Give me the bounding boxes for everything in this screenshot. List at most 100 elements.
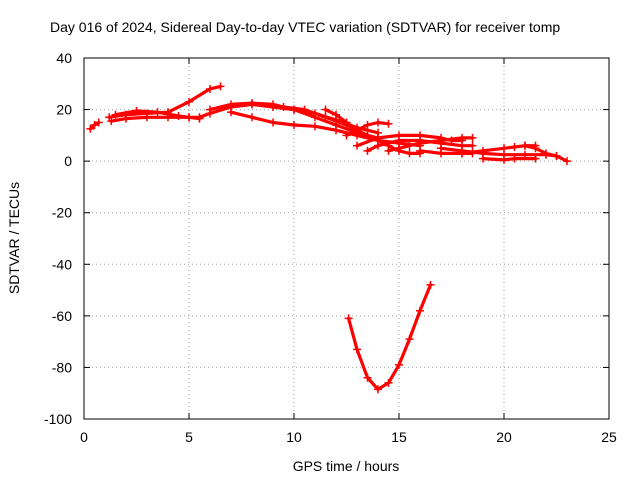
data-point [321, 105, 330, 114]
data-point [374, 141, 382, 150]
data-point [395, 136, 403, 145]
plot-frame [83, 57, 610, 420]
data-point [416, 139, 424, 148]
data-point [206, 84, 214, 93]
data-point [174, 112, 183, 121]
grid-lines [84, 58, 609, 419]
data-point [290, 121, 298, 130]
data-point [416, 146, 424, 155]
data-point [122, 114, 130, 123]
chart-title: Day 016 of 2024, Sidereal Day-to-day VTE… [50, 19, 560, 35]
x-tick-label: 15 [391, 429, 407, 445]
data-point [353, 126, 361, 135]
data-point [143, 113, 151, 122]
y-tick-label: -40 [52, 256, 72, 272]
data-point [500, 144, 508, 153]
data-point [363, 146, 372, 155]
data-point [111, 110, 120, 119]
data-point [384, 119, 393, 128]
data-point [321, 113, 330, 122]
x-tick-label: 5 [185, 429, 193, 445]
data-point [374, 133, 382, 142]
series-track-17 [521, 141, 571, 166]
y-tick-label: 40 [56, 50, 72, 66]
data-point [363, 373, 372, 382]
axis-ticks [83, 57, 610, 420]
series-track-01 [86, 118, 103, 133]
data-point [248, 99, 256, 108]
data-point [90, 121, 99, 130]
data-series [86, 82, 571, 394]
data-point [107, 117, 116, 126]
data-point [468, 133, 477, 142]
series-line [347, 283, 433, 391]
data-point [416, 306, 424, 315]
data-point [185, 113, 193, 122]
data-point [479, 154, 487, 163]
y-tick-label: -100 [44, 411, 72, 427]
data-point [384, 146, 393, 155]
x-tick-label: 25 [601, 429, 617, 445]
data-point [510, 142, 519, 151]
data-point [269, 100, 277, 109]
data-point [521, 141, 529, 150]
data-point [353, 345, 361, 354]
x-tick-label: 10 [286, 429, 302, 445]
data-point [363, 121, 372, 130]
x-axis-label: GPS time / hours [293, 458, 400, 474]
data-point [374, 118, 382, 127]
data-point [227, 100, 235, 109]
data-point [342, 131, 351, 140]
data-point [563, 157, 571, 166]
data-point [384, 378, 393, 387]
data-point [437, 136, 445, 145]
data-point [227, 108, 235, 117]
data-point [353, 141, 361, 150]
data-point [395, 360, 403, 369]
series-line [481, 157, 538, 162]
data-point [195, 113, 204, 122]
y-tick-label: -20 [52, 205, 72, 221]
data-point [405, 141, 414, 150]
data-point [86, 124, 95, 133]
y-tick-label: -80 [52, 359, 72, 375]
y-tick-label: 0 [64, 153, 72, 169]
data-point [405, 335, 414, 344]
data-point [342, 118, 351, 127]
y-axis-label: SDTVAR / TECUs [6, 182, 22, 294]
data-point [216, 82, 225, 91]
data-point [531, 144, 540, 153]
series-track-12 [384, 133, 477, 155]
data-point [374, 385, 382, 394]
series-track-18 [344, 280, 435, 394]
data-point [479, 146, 487, 155]
data-point [531, 154, 540, 163]
data-point [542, 149, 550, 158]
data-point [437, 144, 445, 153]
data-point [132, 106, 141, 115]
data-point [332, 126, 340, 135]
data-point [395, 144, 403, 153]
data-point [510, 154, 519, 163]
data-point [94, 118, 103, 127]
data-point [405, 149, 414, 158]
series-track-09 [342, 118, 393, 140]
x-tick-label: 20 [496, 429, 512, 445]
x-tick-label: 0 [80, 429, 88, 445]
data-point [185, 97, 193, 106]
data-point [332, 110, 340, 119]
y-axis-tick-labels: 40 20 0 -20 -40 -60 -80 -100 [44, 50, 72, 427]
data-point [153, 108, 162, 117]
data-point [206, 105, 214, 114]
x-axis-tick-labels: 0 5 10 15 20 25 [80, 429, 617, 445]
data-point [300, 105, 309, 114]
data-point [458, 149, 466, 158]
data-point [279, 102, 288, 111]
data-point [552, 151, 561, 160]
data-point [468, 141, 477, 150]
data-point [311, 122, 319, 131]
data-point [426, 280, 435, 289]
series-line [323, 107, 422, 155]
data-point [344, 314, 353, 323]
